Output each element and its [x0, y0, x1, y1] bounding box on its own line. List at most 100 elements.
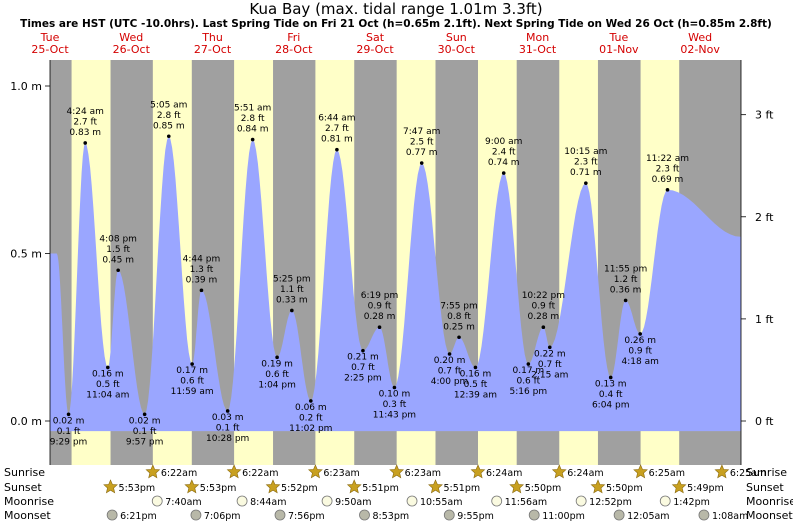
tide-label-ft: 2.4 ft [492, 148, 516, 158]
low-tide-marker: 0.22 m0.7 ft2:15 am [531, 345, 568, 380]
high-tide-marker: 10:22 pm0.9 ft0.28 m [522, 291, 565, 330]
day-header-date: 02-Nov [680, 43, 720, 56]
tide-label-m: 0.28 m [364, 312, 396, 322]
moon-icon [528, 509, 540, 521]
tide-point [309, 399, 313, 403]
tide-label-ft: 1.3 ft [190, 265, 214, 275]
day-header-date: 31-Oct [519, 43, 557, 56]
tide-label-ft: 2.3 ft [656, 164, 680, 174]
tide-point [142, 412, 147, 417]
tide-label-m: 0.17 m [513, 366, 545, 376]
day-header-date: 27-Oct [194, 43, 232, 56]
moon-icon [106, 509, 118, 521]
high-tide-marker: 4:24 am2.7 ft0.83 m [67, 107, 104, 145]
moon-icon [151, 495, 163, 507]
high-tide-marker: 11:22 am2.3 ft0.69 m [646, 154, 689, 192]
tide-label-m: 0.28 m [528, 312, 560, 322]
high-tide-marker: 4:44 pm1.3 ft0.39 m [183, 254, 220, 293]
tide-label-time: 11:55 pm [604, 264, 647, 274]
day-header-weekday: Wed [688, 31, 712, 44]
tide-label-ft: 0.9 ft [531, 302, 555, 312]
tide-label-m: 0.33 m [276, 295, 308, 305]
event-time: 5:52pm [281, 483, 318, 494]
tide-label-ft: 2.8 ft [157, 111, 181, 121]
tide-label-m: 0.22 m [534, 349, 566, 359]
tide-label-time: 1:04 pm [258, 380, 296, 390]
right-margin-panel [741, 60, 793, 465]
event-time: 6:25am [730, 468, 766, 479]
tide-label-ft: 0.7 ft [538, 360, 562, 370]
event-time: 6:23am [323, 468, 359, 479]
tide-label-time: 10:22 pm [522, 291, 565, 301]
tide-label-ft: 2.7 ft [325, 124, 349, 134]
low-tide-marker: 0.02 m0.1 ft9:57 pm [126, 412, 163, 447]
tide-label-time: 5:16 pm [510, 387, 548, 397]
tide-label-m: 0.02 m [53, 416, 85, 426]
tide-label-time: 7:47 am [403, 127, 440, 137]
event-time: 11:56am [505, 497, 547, 508]
sun-icon [265, 479, 281, 494]
event-time: 7:06pm [204, 511, 241, 522]
low-tide-marker: 0.13 m0.4 ft6:04 pm [592, 375, 630, 410]
left-margin-panel [0, 60, 50, 465]
tide-labels: 0.02 m0.1 ft9:29 pm4:24 am2.7 ft0.83 m0.… [50, 100, 689, 447]
tide-point [83, 141, 88, 145]
row-label-left: Sunset [4, 481, 42, 494]
tide-label-time: 5:05 am [150, 100, 187, 110]
day-header-weekday: Sun [446, 31, 467, 44]
tide-label-ft: 0.6 ft [265, 370, 289, 380]
tide-label-m: 0.85 m [153, 121, 185, 131]
tide-label-ft: 0.6 ft [516, 377, 540, 387]
tide-point [526, 362, 531, 366]
sun-icon [428, 479, 443, 494]
day-header-date: 29-Oct [356, 43, 394, 56]
event-time: 5:53pm [200, 483, 237, 494]
y-tick-label-m: 0.0 m [10, 415, 42, 428]
plot-area: 0.02 m0.1 ft9:29 pm4:24 am2.7 ft0.83 m0.… [0, 60, 793, 465]
tide-point [665, 188, 670, 192]
tide-point [501, 171, 506, 175]
tide-label-ft: 0.1 ft [216, 423, 240, 433]
tide-point [250, 137, 255, 142]
tide-label-ft: 0.7 ft [438, 367, 462, 377]
tide-label-m: 0.06 m [295, 403, 327, 413]
sun-icon [103, 479, 118, 494]
high-tide-marker: 5:25 pm1.1 ft0.33 m [273, 274, 311, 313]
tide-label-m: 0.45 m [102, 255, 134, 265]
tide-point [584, 181, 588, 185]
day-header-weekday: Fri [287, 31, 300, 44]
tide-label-ft: 2.5 ft [410, 138, 434, 148]
high-tide-marker: 11:55 pm1.2 ft0.36 m [604, 264, 647, 303]
tide-label-time: 4:00 pm [431, 377, 469, 387]
event-time: 12:52pm [589, 497, 632, 508]
tide-label-time: 2:25 pm [344, 374, 382, 384]
moon-icon [359, 509, 370, 521]
tide-point [225, 409, 230, 413]
event-time: 7:40am [165, 497, 201, 508]
event-time: 11:00pm [542, 511, 585, 522]
sun-icon [551, 464, 567, 479]
tide-label-ft: 0.9 ft [628, 346, 652, 356]
tide-label-ft: 1.1 ft [280, 285, 304, 295]
sun-icon [714, 464, 730, 479]
tide-label-m: 0.74 m [488, 158, 520, 168]
moon-icon [659, 495, 671, 507]
day-header-weekday: Wed [119, 31, 143, 44]
sun-icon [470, 464, 486, 479]
tide-label-time: 11:59 am [171, 387, 214, 397]
tide-label-ft: 0.6 ft [180, 377, 204, 387]
tide-label-m: 0.21 m [347, 353, 379, 363]
y-tick-label-ft: 0 ft [755, 415, 774, 428]
row-label-left: Sunrise [4, 466, 45, 479]
tide-label-time: 10:15 am [564, 147, 607, 157]
sun-icon [226, 464, 242, 479]
moon-icon [613, 509, 625, 521]
tide-label-ft: 0.2 ft [299, 413, 323, 423]
row-label-right: Sunrise [746, 466, 787, 479]
tide-point [275, 355, 279, 360]
day-header-weekday: Mon [526, 31, 549, 44]
tide-point [166, 134, 171, 139]
